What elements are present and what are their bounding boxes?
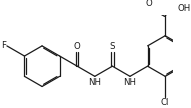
Text: O: O: [146, 0, 153, 8]
Text: S: S: [110, 42, 115, 51]
Text: O: O: [74, 42, 81, 51]
Text: OH: OH: [178, 4, 191, 13]
Text: NH: NH: [124, 78, 137, 87]
Text: NH: NH: [88, 78, 101, 87]
Text: F: F: [1, 41, 6, 50]
Text: Cl: Cl: [161, 98, 169, 107]
